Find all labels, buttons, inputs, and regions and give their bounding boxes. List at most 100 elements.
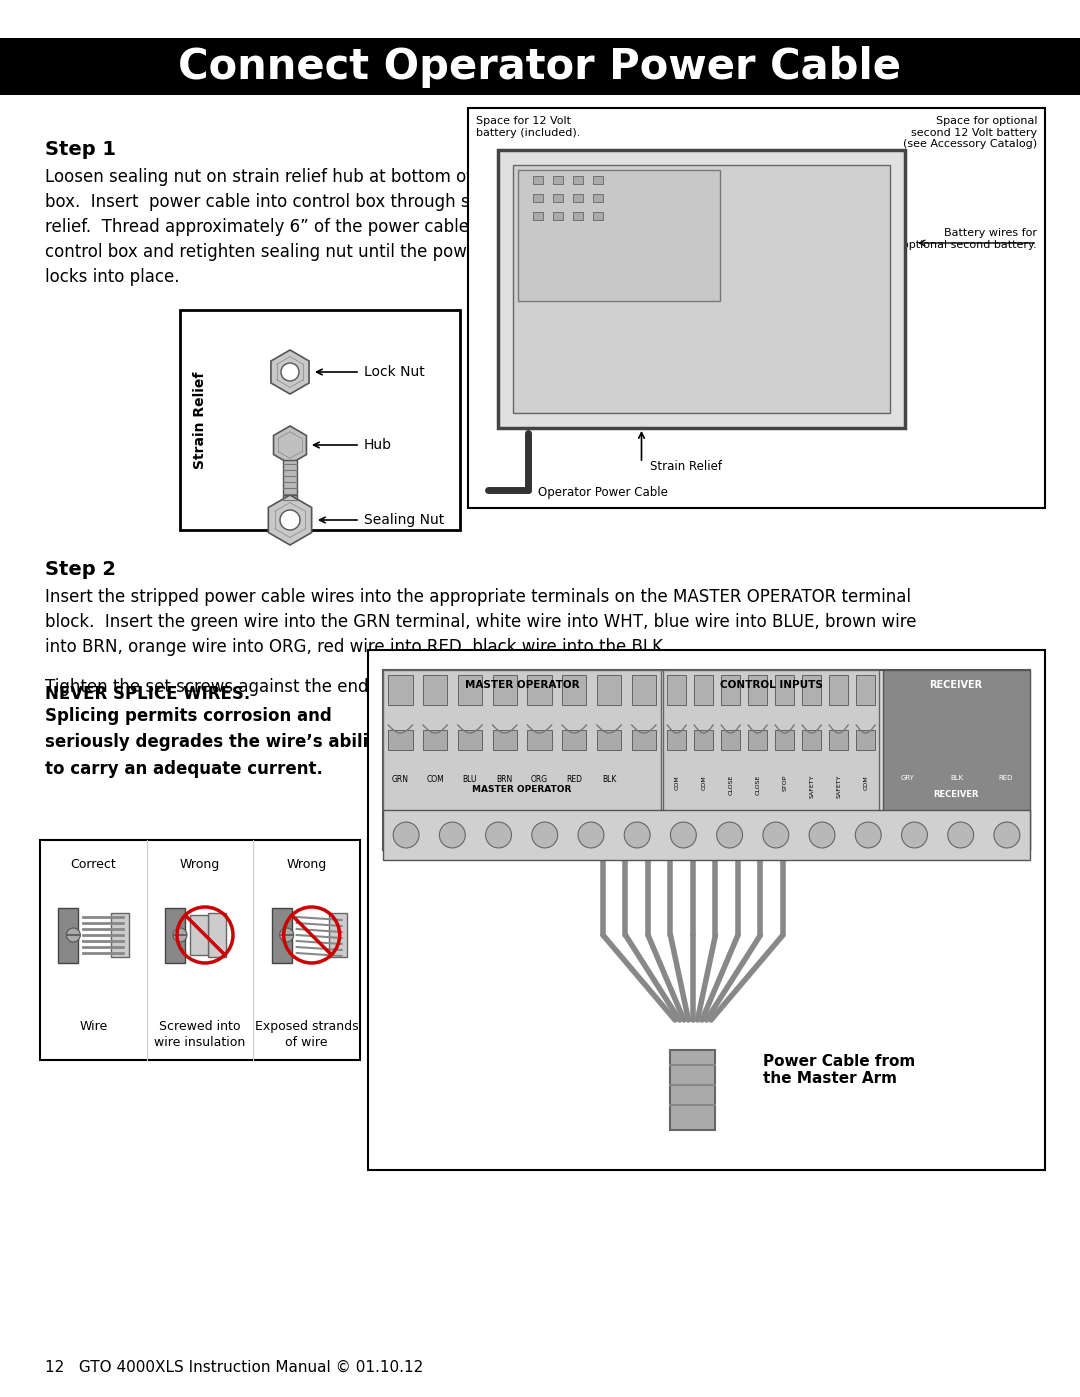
Bar xyxy=(513,165,890,414)
Bar xyxy=(534,194,543,203)
Text: 12   GTO 4000XLS Instruction Manual © 01.10.12: 12 GTO 4000XLS Instruction Manual © 01.1… xyxy=(45,1361,423,1375)
Bar xyxy=(190,915,208,956)
Text: Strain Relief: Strain Relief xyxy=(649,460,721,474)
Polygon shape xyxy=(268,495,312,545)
Bar xyxy=(492,731,517,750)
Circle shape xyxy=(280,510,300,529)
Bar xyxy=(553,176,563,184)
Text: Space for 12 Volt
battery (included).: Space for 12 Volt battery (included). xyxy=(476,116,580,137)
Text: CLOSE: CLOSE xyxy=(728,775,733,795)
Bar xyxy=(593,194,603,203)
Bar xyxy=(388,731,413,750)
Bar xyxy=(423,675,447,705)
Bar xyxy=(553,212,563,219)
Circle shape xyxy=(440,821,465,848)
Text: Loosen sealing nut on strain relief hub at bottom of control
box.  Insert  power: Loosen sealing nut on strain relief hub … xyxy=(45,168,539,286)
Text: Operator Power Cable: Operator Power Cable xyxy=(538,486,667,499)
Bar xyxy=(883,671,1030,849)
Text: Lock Nut: Lock Nut xyxy=(364,365,424,379)
Bar xyxy=(562,675,586,705)
Bar xyxy=(597,675,621,705)
Text: Wire: Wire xyxy=(79,1020,107,1032)
Text: Tighten the set screws against the end of the wires.: Tighten the set screws against the end o… xyxy=(45,678,476,696)
Text: Exposed strands
of wire: Exposed strands of wire xyxy=(255,1020,359,1049)
Text: BLK: BLK xyxy=(602,775,617,784)
Bar xyxy=(553,194,563,203)
Bar xyxy=(272,908,292,963)
Text: Battery wires for
optional second battery.: Battery wires for optional second batter… xyxy=(903,228,1037,250)
Bar xyxy=(527,731,552,750)
Bar xyxy=(663,671,879,849)
Bar xyxy=(667,731,686,750)
Text: ORG: ORG xyxy=(531,775,548,784)
Text: Power Cable from
the Master Arm: Power Cable from the Master Arm xyxy=(762,1053,915,1087)
Bar xyxy=(573,194,583,203)
Bar xyxy=(458,675,482,705)
Bar xyxy=(775,731,794,750)
Text: COM: COM xyxy=(674,775,679,789)
Polygon shape xyxy=(273,426,307,464)
Bar xyxy=(180,310,460,529)
Text: GRN: GRN xyxy=(392,775,409,784)
Circle shape xyxy=(393,821,419,848)
Text: COM: COM xyxy=(701,775,706,789)
Circle shape xyxy=(486,821,512,848)
Bar xyxy=(58,908,79,963)
Text: BLU: BLU xyxy=(462,775,477,784)
Circle shape xyxy=(624,821,650,848)
Bar xyxy=(518,170,720,302)
Bar xyxy=(573,212,583,219)
Bar xyxy=(0,38,1080,95)
Text: RED: RED xyxy=(566,775,582,784)
Circle shape xyxy=(531,821,557,848)
Bar xyxy=(632,675,656,705)
Text: Hub: Hub xyxy=(364,439,392,453)
Bar xyxy=(328,914,347,957)
Bar xyxy=(667,675,686,705)
Bar xyxy=(468,108,1045,509)
Bar xyxy=(383,671,661,849)
Bar xyxy=(111,914,130,957)
Text: NEVER SPLICE WIRES.: NEVER SPLICE WIRES. xyxy=(45,685,251,703)
Text: RED: RED xyxy=(998,775,1013,781)
Circle shape xyxy=(280,928,294,942)
Text: Correct: Correct xyxy=(70,858,117,870)
Bar xyxy=(829,675,848,705)
Bar xyxy=(856,731,875,750)
Text: Connect Operator Power Cable: Connect Operator Power Cable xyxy=(178,46,902,88)
Bar xyxy=(829,731,848,750)
Text: Step 1: Step 1 xyxy=(45,140,116,159)
Text: BRN: BRN xyxy=(497,775,513,784)
Bar xyxy=(498,149,905,427)
Text: Step 2: Step 2 xyxy=(45,560,116,578)
Bar xyxy=(283,460,297,495)
Text: MASTER OPERATOR: MASTER OPERATOR xyxy=(472,785,571,793)
Bar xyxy=(388,675,413,705)
Text: COM: COM xyxy=(863,775,868,789)
Bar xyxy=(534,212,543,219)
Bar xyxy=(534,176,543,184)
Bar xyxy=(165,908,185,963)
Circle shape xyxy=(717,821,743,848)
Bar xyxy=(694,731,713,750)
Bar xyxy=(671,1051,715,1130)
Bar xyxy=(573,176,583,184)
Circle shape xyxy=(762,821,788,848)
Bar xyxy=(527,675,552,705)
Bar xyxy=(748,731,767,750)
Text: Space for optional
second 12 Volt battery
(see Accessory Catalog): Space for optional second 12 Volt batter… xyxy=(903,116,1037,149)
Bar xyxy=(562,731,586,750)
Bar xyxy=(802,675,821,705)
Bar xyxy=(458,731,482,750)
Circle shape xyxy=(671,821,697,848)
Text: Strain Relief: Strain Relief xyxy=(193,372,207,468)
Text: SAFETY: SAFETY xyxy=(836,775,841,799)
Text: CLOSE: CLOSE xyxy=(755,775,760,795)
Text: SAFETY: SAFETY xyxy=(809,775,814,799)
Bar xyxy=(721,731,740,750)
Circle shape xyxy=(809,821,835,848)
Text: RECEIVER: RECEIVER xyxy=(933,789,978,799)
Circle shape xyxy=(948,821,973,848)
Circle shape xyxy=(578,821,604,848)
Bar xyxy=(423,731,447,750)
